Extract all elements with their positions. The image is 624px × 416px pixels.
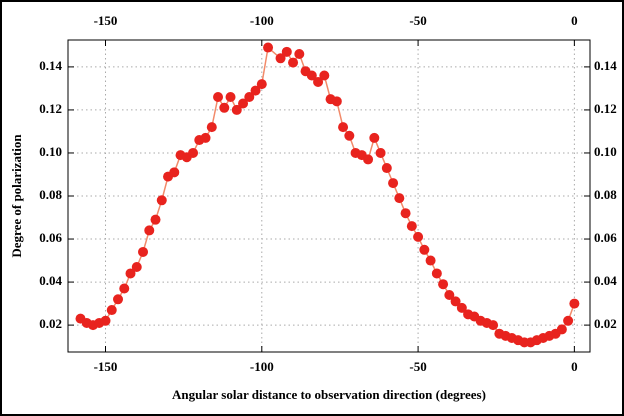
- data-point: [400, 208, 411, 219]
- data-point: [569, 298, 580, 309]
- data-point: [488, 320, 499, 331]
- data-point: [256, 79, 267, 90]
- data-point: [150, 214, 161, 225]
- data-point: [419, 244, 430, 255]
- data-point: [306, 70, 317, 81]
- data-point: [394, 193, 405, 204]
- x-tick-label: 0: [571, 13, 578, 28]
- x-tick-label: -100: [250, 13, 274, 28]
- x-tick-label: -50: [409, 359, 426, 374]
- data-point: [363, 154, 374, 165]
- y-tick-label: 0.04: [39, 273, 62, 288]
- data-point: [556, 324, 567, 335]
- data-point: [281, 46, 292, 57]
- data-point: [406, 221, 417, 232]
- data-point: [156, 195, 167, 206]
- data-point: [275, 53, 286, 64]
- data-point: [188, 147, 199, 158]
- data-point: [138, 246, 149, 257]
- data-point: [131, 262, 142, 273]
- data-point: [413, 231, 424, 242]
- data-point: [288, 57, 299, 68]
- data-point: [319, 70, 330, 81]
- x-tick-label: -50: [409, 13, 426, 28]
- y-tick-label: 0.08: [39, 187, 62, 202]
- data-point: [119, 283, 130, 294]
- data-point: [438, 279, 449, 290]
- data-point: [263, 42, 274, 53]
- y-tick-label: 0.08: [594, 187, 617, 202]
- data-point: [225, 92, 236, 103]
- data-point: [444, 289, 455, 300]
- data-point: [106, 305, 117, 316]
- y-tick-label: 0.06: [39, 230, 62, 245]
- y-tick-label: 0.12: [594, 101, 617, 116]
- data-point: [425, 255, 436, 266]
- data-point: [563, 315, 574, 326]
- data-point: [344, 130, 355, 141]
- data-point: [450, 296, 461, 307]
- data-point: [206, 122, 217, 133]
- data-point: [331, 96, 342, 107]
- data-point: [169, 167, 180, 178]
- data-point: [238, 98, 249, 109]
- y-tick-label: 0.02: [39, 316, 62, 331]
- y-axis-label: Degree of polarization: [9, 134, 24, 258]
- x-axis-label: Angular solar distance to observation di…: [172, 387, 486, 402]
- x-tick-label: -100: [250, 359, 274, 374]
- y-tick-label: 0.14: [39, 58, 62, 73]
- y-tick-label: 0.06: [594, 230, 617, 245]
- data-point: [431, 268, 442, 279]
- data-point: [388, 178, 399, 189]
- x-tick-label: 0: [571, 359, 578, 374]
- y-tick-label: 0.12: [39, 101, 62, 116]
- y-tick-label: 0.02: [594, 316, 617, 331]
- data-point: [144, 225, 155, 236]
- data-point: [213, 92, 224, 103]
- data-point: [381, 163, 392, 174]
- data-point: [369, 132, 380, 143]
- data-point: [456, 302, 467, 313]
- data-point: [375, 147, 386, 158]
- data-point: [125, 268, 136, 279]
- data-point: [113, 294, 124, 305]
- y-tick-label: 0.14: [594, 58, 617, 73]
- x-tick-label: -150: [94, 13, 118, 28]
- x-tick-label: -150: [94, 359, 118, 374]
- data-point: [200, 132, 211, 143]
- y-tick-label: 0.10: [39, 144, 62, 159]
- data-point: [244, 92, 255, 103]
- y-tick-label: 0.10: [594, 144, 617, 159]
- data-point: [100, 315, 111, 326]
- data-point: [231, 104, 242, 115]
- data-point: [294, 48, 305, 59]
- data-point: [250, 85, 261, 96]
- y-tick-label: 0.04: [594, 273, 617, 288]
- data-point: [219, 102, 230, 113]
- plot-area: [67, 39, 591, 353]
- data-point: [313, 76, 324, 87]
- data-point: [338, 122, 349, 133]
